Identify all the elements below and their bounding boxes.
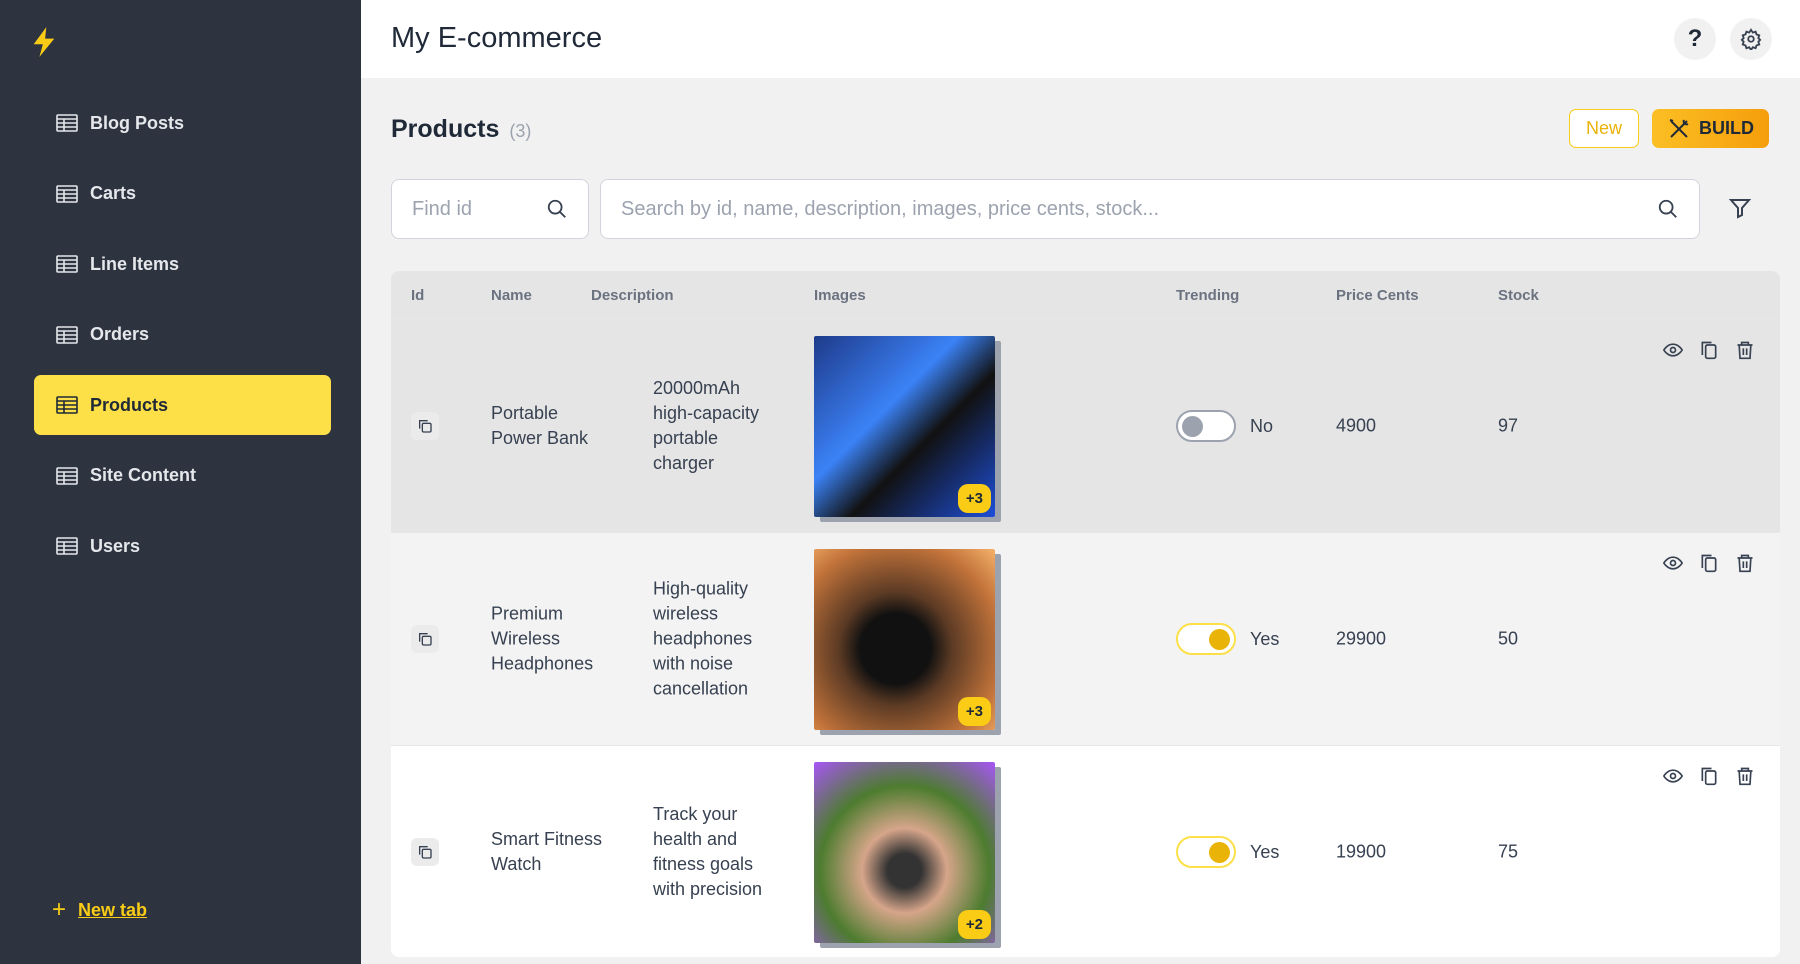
products-table: Id Name Description Images Trending Price Cen… <box>391 271 1780 957</box>
search-icon <box>547 199 566 218</box>
copy-id-button[interactable] <box>411 412 439 440</box>
search-placeholder: Search by id, name, description, images,… <box>621 197 1160 220</box>
new-tab-link[interactable]: + New tab <box>52 896 147 924</box>
duplicate-icon[interactable] <box>1699 553 1719 573</box>
table-icon <box>56 466 78 485</box>
trash-icon[interactable] <box>1735 766 1755 786</box>
copy-icon <box>419 420 432 433</box>
copy-icon <box>419 633 432 646</box>
settings-button[interactable] <box>1730 18 1772 60</box>
product-name: Premium Wireless Headphones <box>491 603 594 674</box>
more-images-badge: +3 <box>957 484 991 513</box>
table-icon <box>56 114 78 132</box>
table-icon <box>56 537 78 555</box>
trending-label: No <box>1250 415 1274 436</box>
sidebar-item-label: Line Items <box>90 253 180 274</box>
copy-id-button[interactable] <box>411 625 439 653</box>
sidebar-item-label: Products <box>90 394 169 415</box>
table-icon <box>56 396 78 414</box>
copy-icon <box>419 846 432 859</box>
trash-icon[interactable] <box>1735 553 1755 573</box>
trending-label: Yes <box>1250 841 1280 862</box>
product-name: Smart Fitness Watch <box>491 829 603 874</box>
product-image[interactable]: +2 <box>814 762 995 943</box>
sidebar-item-label: Orders <box>90 324 150 344</box>
column-header[interactable]: Images <box>814 287 866 304</box>
build-label: BUILD <box>1699 118 1754 138</box>
trending-label: Yes <box>1250 628 1280 649</box>
sidebar-item-carts[interactable]: Carts <box>34 164 331 224</box>
sidebar-item-products[interactable]: Products <box>34 375 331 435</box>
find-id-placeholder: Find id <box>412 197 473 220</box>
table-icon <box>56 255 78 273</box>
sidebar-item-label: Site Content <box>90 465 196 485</box>
product-description: High-quality wireless headphones with no… <box>653 578 753 699</box>
more-images-badge: +3 <box>957 697 991 726</box>
sidebar-item-line-items[interactable]: Line Items <box>34 234 331 294</box>
sidebar-item-label: Carts <box>90 183 137 203</box>
column-header[interactable]: Stock <box>1498 287 1539 304</box>
help-button[interactable]: ? <box>1674 18 1716 60</box>
table-header: Id Name Description Images Trending Price Cen… <box>391 271 1780 319</box>
product-image[interactable]: +3 <box>814 549 995 730</box>
page-title-text: Products <box>391 115 500 143</box>
more-images-badge: +2 <box>957 910 991 939</box>
sidebar-item-users[interactable]: Users <box>34 516 331 576</box>
copy-id-button[interactable] <box>411 838 439 866</box>
sidebar-item-site-content[interactable]: Site Content <box>34 446 331 506</box>
new-button[interactable]: New <box>1569 109 1639 148</box>
product-name: Portable Power Bank <box>491 403 589 448</box>
column-header[interactable]: Id <box>411 287 425 304</box>
column-header[interactable]: Trending <box>1176 287 1240 304</box>
column-header[interactable]: Price Cents <box>1336 287 1419 304</box>
view-icon[interactable] <box>1663 340 1683 360</box>
lightning-logo-icon[interactable] <box>30 26 58 58</box>
stock: 97 <box>1498 415 1519 436</box>
plus-icon: + <box>52 896 67 923</box>
sidebar-item-orders[interactable]: Orders <box>34 305 331 365</box>
build-button[interactable]: BUILD <box>1652 109 1769 148</box>
trash-icon[interactable] <box>1735 340 1755 360</box>
duplicate-icon[interactable] <box>1699 766 1719 786</box>
duplicate-icon[interactable] <box>1699 340 1719 360</box>
table-icon <box>56 184 78 203</box>
product-image[interactable]: +3 <box>814 336 995 517</box>
view-icon[interactable] <box>1663 553 1683 573</box>
app-title: My E-commerce <box>391 22 603 54</box>
product-description: 20000mAh high-capacity portable charger <box>653 378 760 473</box>
page-title: Products (3) <box>391 115 531 144</box>
trending-toggle[interactable] <box>1176 623 1236 655</box>
table-icon <box>56 325 78 344</box>
search-icon <box>1658 199 1677 218</box>
product-description: Track your health and fitness goals with… <box>653 804 763 899</box>
column-header[interactable]: Name <box>491 287 532 304</box>
sidebar-item-label: Users <box>90 535 141 556</box>
price-cents: 4900 <box>1336 415 1377 436</box>
stock: 75 <box>1498 841 1519 862</box>
price-cents: 19900 <box>1336 841 1387 862</box>
search-input[interactable]: Search by id, name, description, images,… <box>600 179 1700 239</box>
sidebar: Blog Posts Carts Line Items Orders Products S… <box>0 0 361 964</box>
trending-toggle[interactable] <box>1176 410 1236 442</box>
tools-icon <box>1669 118 1689 138</box>
table-row[interactable]: Smart Fitness Watch Track your health and… <box>391 745 1780 957</box>
trending-toggle[interactable] <box>1176 836 1236 868</box>
column-header[interactable]: Description <box>591 287 674 304</box>
table-row[interactable]: Premium Wireless Headphones High-quality … <box>391 532 1780 745</box>
sidebar-item-label: Blog Posts <box>90 112 185 133</box>
stock: 50 <box>1498 628 1519 649</box>
table-row[interactable]: Portable Power Bank 20000mAh high-capacit… <box>391 319 1780 532</box>
record-count: (3) <box>509 121 532 141</box>
question-icon: ? <box>1687 25 1703 52</box>
sidebar-item-blog-posts[interactable]: Blog Posts <box>34 93 331 153</box>
price-cents: 29900 <box>1336 628 1387 649</box>
gear-icon <box>1740 28 1762 50</box>
find-id-input[interactable]: Find id <box>391 179 589 239</box>
filter-icon[interactable] <box>1728 196 1752 220</box>
new-tab-label: New tab <box>78 899 148 920</box>
view-icon[interactable] <box>1663 766 1683 786</box>
top-bar: My E-commerce ? <box>361 0 1800 78</box>
